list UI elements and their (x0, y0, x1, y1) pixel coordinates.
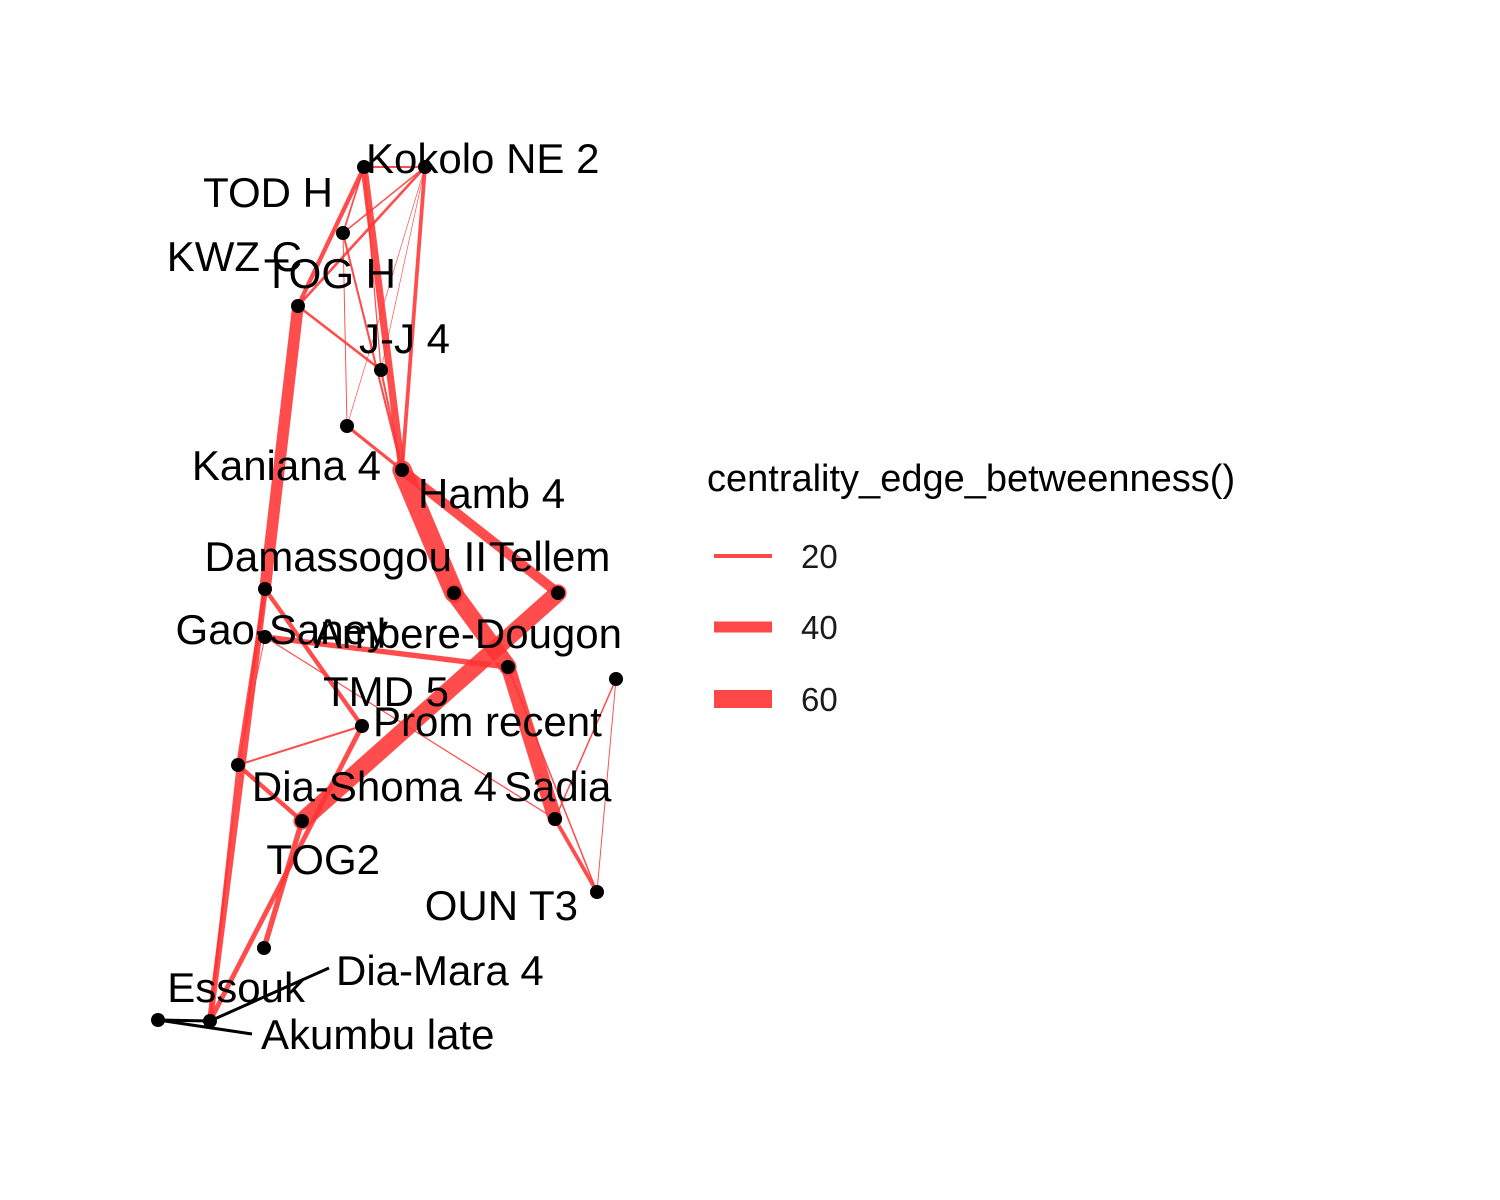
edges-layer (207, 163, 617, 1024)
node-19 (203, 1014, 217, 1028)
edge-11 (259, 300, 304, 595)
edge-16 (392, 460, 464, 603)
edge-5 (342, 166, 426, 234)
node-label-3: TOG H (264, 250, 396, 297)
node-2 (291, 299, 305, 313)
node-11 (355, 719, 369, 733)
node-label-11: TMD 5 (323, 668, 449, 715)
node-9 (258, 630, 272, 644)
node-label-9: Gao-Saney (176, 606, 388, 653)
edge-34 (207, 723, 365, 1024)
node-label-18: Essouk (167, 964, 306, 1011)
label-connector-2 (157, 1018, 211, 1023)
legend: centrality_edge_betweenness() 20 40 60 (707, 458, 1235, 718)
node-8 (447, 586, 461, 600)
node-label-8: Tellem (489, 533, 610, 580)
node-label-19: Akumbu late (261, 1011, 494, 1058)
node-15 (231, 758, 245, 772)
edge-8 (380, 166, 426, 371)
node-13 (295, 814, 309, 828)
edge-14 (379, 368, 404, 472)
edge-6 (296, 165, 427, 308)
edge-9 (346, 166, 426, 427)
node-label-1: TOD H (203, 169, 333, 216)
node-5 (340, 419, 354, 433)
node-label-7: Damassogou II (205, 533, 487, 580)
node-6 (395, 463, 409, 477)
node-label-16: OUN T3 (425, 882, 578, 929)
node-label-17: Dia-Mara 4 (336, 947, 544, 994)
node-17 (609, 672, 623, 686)
node-label-2: KWZ C (167, 233, 302, 280)
node-label-5: Kaniana 4 (192, 442, 381, 489)
edge-7 (400, 165, 427, 472)
edge-35 (208, 763, 240, 1023)
edge-15 (345, 424, 404, 472)
edge-20 (500, 659, 563, 827)
edge-33 (236, 724, 364, 767)
node-12 (551, 586, 565, 600)
node-16 (590, 885, 604, 899)
node-7 (258, 582, 272, 596)
label-connector-1 (157, 1018, 253, 1036)
legend-title: centrality_edge_betweenness() (707, 458, 1235, 500)
node-label-12: Prom recent (373, 698, 602, 745)
node-14 (548, 812, 562, 826)
unlabeled-node-0 (151, 1013, 165, 1027)
node-label-13: Dia-Shoma 4 (252, 763, 497, 810)
legend-label-60: 60 (801, 681, 838, 718)
node-label-15: TOG2 (266, 836, 380, 883)
label-connector-0 (209, 966, 330, 1023)
edge-27 (293, 584, 567, 830)
node-label-6: Hamb 4 (418, 470, 565, 517)
node-label-14: Sadia (504, 763, 612, 810)
node-label-0: Kokolo NE 2 (366, 135, 599, 182)
node-1 (418, 160, 432, 174)
node-label-10: Ambere-Dougon (314, 610, 622, 657)
edge-30 (262, 586, 365, 729)
edge-10 (296, 304, 383, 372)
legend-label-20: 20 (801, 538, 838, 575)
edge-26 (596, 678, 617, 893)
edge-21 (507, 666, 598, 893)
edge-2 (342, 166, 365, 234)
node-10 (501, 660, 515, 674)
edge-28 (235, 762, 305, 824)
edge-17 (397, 465, 563, 598)
edge-1 (295, 164, 367, 309)
edge-25 (554, 678, 617, 820)
legend-label-40: 40 (801, 609, 838, 646)
node-4 (374, 363, 388, 377)
nodes-layer (151, 160, 623, 1028)
edge-12 (341, 231, 404, 472)
edge-4 (360, 163, 406, 474)
edge-19 (262, 634, 511, 670)
node-0 (357, 160, 371, 174)
edge-24 (553, 817, 599, 894)
label-connectors-layer (157, 966, 330, 1036)
node-3 (336, 226, 350, 240)
edge-13 (342, 232, 348, 427)
node-18 (257, 941, 271, 955)
node-label-4: J-J 4 (359, 315, 450, 362)
